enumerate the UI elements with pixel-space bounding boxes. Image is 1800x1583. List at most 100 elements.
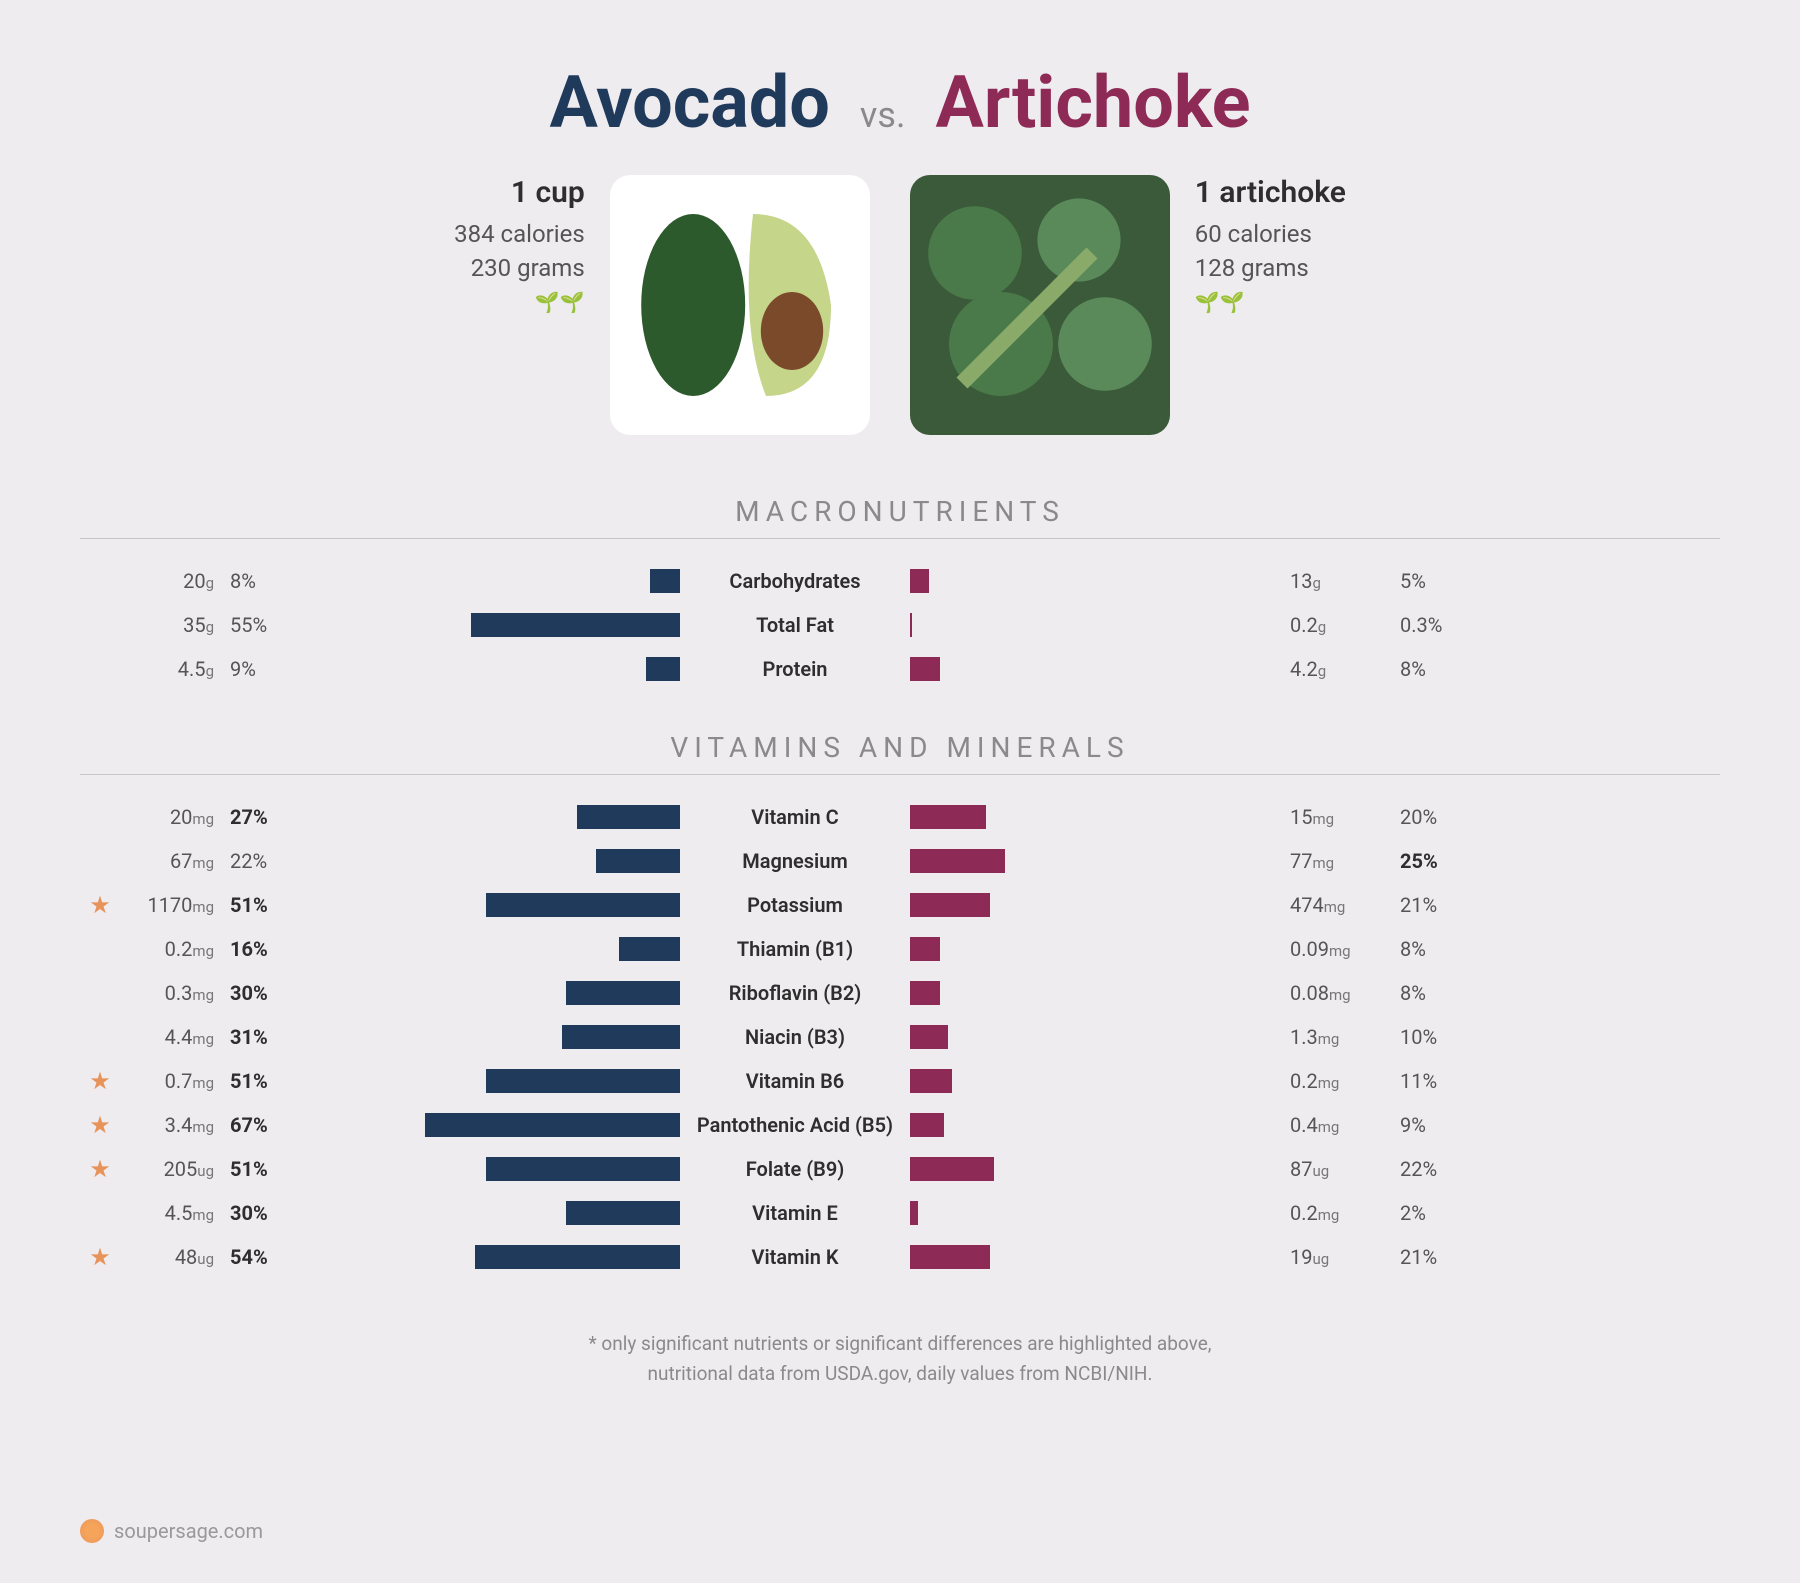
- nutrient-row: ★0.7mg51%Vitamin B60.2mg11%: [80, 1059, 1720, 1103]
- left-bar-cell: [300, 1155, 680, 1183]
- right-amount: 0.09mg: [1290, 937, 1390, 961]
- nutrient-label: Carbohydrates: [680, 569, 910, 593]
- right-amount: 0.4mg: [1290, 1113, 1390, 1137]
- right-percent: 2%: [1390, 1201, 1470, 1225]
- left-bar: [475, 1245, 680, 1269]
- right-amount: 0.2mg: [1290, 1201, 1390, 1225]
- left-amount: 48ug: [120, 1245, 220, 1269]
- nutrient-row: ★3.4mg67%Pantothenic Acid (B5)0.4mg9%: [80, 1103, 1720, 1147]
- right-percent: 10%: [1390, 1025, 1470, 1049]
- right-bar: [910, 1069, 952, 1093]
- left-percent: 9%: [220, 657, 300, 681]
- right-percent: 9%: [1390, 1113, 1470, 1137]
- nutrient-label: Potassium: [680, 893, 910, 917]
- left-amount: 3.4mg: [120, 1113, 220, 1137]
- right-bar: [910, 1025, 948, 1049]
- nutrient-label: Vitamin E: [680, 1201, 910, 1225]
- right-amount: 474mg: [1290, 893, 1390, 917]
- macro-rows: 20g8%Carbohydrates13g5%35g55%Total Fat0.…: [80, 559, 1720, 691]
- left-percent: 22%: [220, 849, 300, 873]
- right-bar-cell: [910, 655, 1290, 683]
- right-percent: 20%: [1390, 805, 1470, 829]
- nutrient-label: Riboflavin (B2): [680, 981, 910, 1005]
- star-icon: ★: [80, 1111, 120, 1139]
- left-amount: 0.3mg: [120, 981, 220, 1005]
- left-calories: 384 calories: [454, 220, 585, 248]
- left-bar-cell: [300, 567, 680, 595]
- nutrient-row: ★1170mg51%Potassium474mg21%: [80, 883, 1720, 927]
- left-bar: [646, 657, 680, 681]
- nutrient-row: 67mg22%Magnesium77mg25%: [80, 839, 1720, 883]
- left-bar-cell: [300, 1199, 680, 1227]
- right-amount: 77mg: [1290, 849, 1390, 873]
- star-icon: ★: [80, 1243, 120, 1271]
- left-bar-cell: [300, 891, 680, 919]
- right-bar: [910, 1245, 990, 1269]
- right-amount: 15mg: [1290, 805, 1390, 829]
- nutrient-row: 4.4mg31%Niacin (B3)1.3mg10%: [80, 1015, 1720, 1059]
- right-bar-cell: [910, 1155, 1290, 1183]
- left-bar: [562, 1025, 680, 1049]
- left-bar: [486, 1157, 680, 1181]
- left-percent: 27%: [220, 805, 300, 829]
- left-bar-cell: [300, 1067, 680, 1095]
- nutrient-row: 4.5mg30%Vitamin E0.2mg2%: [80, 1191, 1720, 1235]
- left-sprouts-icon: 🌱🌱: [454, 290, 585, 314]
- footnote-line1: * only significant nutrients or signific…: [80, 1329, 1720, 1359]
- right-bar-cell: [910, 935, 1290, 963]
- nutrient-label: Magnesium: [680, 849, 910, 873]
- right-bar-cell: [910, 1243, 1290, 1271]
- left-amount: 0.7mg: [120, 1069, 220, 1093]
- title-row: Avocado vs. Artichoke: [80, 60, 1720, 145]
- nutrient-label: Thiamin (B1): [680, 937, 910, 961]
- right-bar: [910, 1201, 918, 1225]
- left-amount: 1170mg: [120, 893, 220, 917]
- left-amount: 35g: [120, 613, 220, 637]
- nutrient-row: 0.3mg30%Riboflavin (B2)0.08mg8%: [80, 971, 1720, 1015]
- nutrient-label: Vitamin B6: [680, 1069, 910, 1093]
- right-amount: 13g: [1290, 569, 1390, 593]
- right-food-title: Artichoke: [935, 60, 1250, 145]
- left-bar: [596, 849, 680, 873]
- divider: [80, 774, 1720, 775]
- right-percent: 0.3%: [1390, 613, 1470, 637]
- left-bar: [566, 981, 680, 1005]
- right-bar-cell: [910, 611, 1290, 639]
- right-percent: 22%: [1390, 1157, 1470, 1181]
- right-percent: 11%: [1390, 1069, 1470, 1093]
- divider: [80, 538, 1720, 539]
- left-bar: [486, 1069, 680, 1093]
- right-percent: 25%: [1390, 849, 1470, 873]
- right-bar-cell: [910, 567, 1290, 595]
- nutrient-row: ★205ug51%Folate (B9)87ug22%: [80, 1147, 1720, 1191]
- left-bar: [577, 805, 680, 829]
- right-food-block: 1 artichoke 60 calories 128 grams 🌱🌱: [910, 175, 1346, 435]
- left-bar: [425, 1113, 680, 1137]
- right-bar-cell: [910, 979, 1290, 1007]
- nutrient-row: ★48ug54%Vitamin K19ug21%: [80, 1235, 1720, 1279]
- left-bar-cell: [300, 1111, 680, 1139]
- right-grams: 128 grams: [1195, 254, 1346, 282]
- left-bar: [650, 569, 680, 593]
- right-bar: [910, 569, 929, 593]
- right-bar-cell: [910, 1199, 1290, 1227]
- left-food-image: [610, 175, 870, 435]
- right-amount: 0.08mg: [1290, 981, 1390, 1005]
- right-bar-cell: [910, 1111, 1290, 1139]
- nutrient-row: 4.5g9%Protein4.2g8%: [80, 647, 1720, 691]
- left-percent: 16%: [220, 937, 300, 961]
- nutrient-label: Vitamin C: [680, 805, 910, 829]
- right-bar: [910, 981, 940, 1005]
- left-bar: [566, 1201, 680, 1225]
- left-percent: 51%: [220, 1157, 300, 1181]
- vitamins-section-title: VITAMINS AND MINERALS: [80, 731, 1720, 764]
- right-bar: [910, 1113, 944, 1137]
- right-bar-cell: [910, 891, 1290, 919]
- left-bar-cell: [300, 847, 680, 875]
- left-food-title: Avocado: [550, 60, 830, 145]
- left-bar-cell: [300, 611, 680, 639]
- right-amount: 0.2mg: [1290, 1069, 1390, 1093]
- right-amount: 87ug: [1290, 1157, 1390, 1181]
- nutrient-label: Folate (B9): [680, 1157, 910, 1181]
- right-percent: 5%: [1390, 569, 1470, 593]
